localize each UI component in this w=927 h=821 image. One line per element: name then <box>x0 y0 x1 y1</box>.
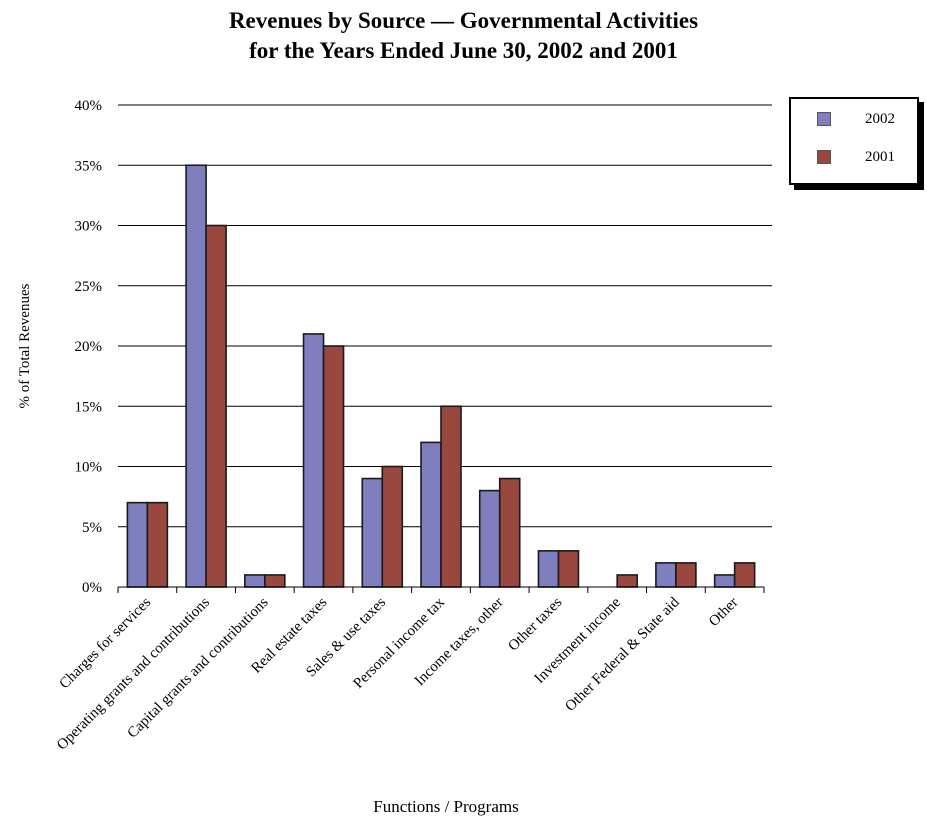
x-tick-label: Other Federal & State aid <box>562 594 683 715</box>
legend: 2002 2001 <box>789 97 919 185</box>
legend-swatch-2002 <box>817 112 831 126</box>
bar-2002 <box>244 574 266 588</box>
y-tick-label: 0% <box>82 580 102 596</box>
bar-2002 <box>361 477 384 588</box>
bar-2001 <box>146 501 169 588</box>
bar-2001 <box>381 465 404 588</box>
bars <box>126 164 756 588</box>
y-tick-label: 25% <box>75 279 103 295</box>
bar-2001 <box>205 224 227 588</box>
bar-2001 <box>616 574 638 588</box>
bar-2001 <box>264 574 286 588</box>
bar-2001 <box>322 345 345 588</box>
x-tick-label: Other taxes <box>505 594 565 654</box>
y-tick-label: 30% <box>75 219 103 235</box>
bar-2001 <box>440 405 462 588</box>
bar-2002 <box>478 489 501 588</box>
y-tick-label: 35% <box>75 158 103 174</box>
y-tick-label: 15% <box>75 399 103 415</box>
legend-swatch-2001 <box>817 150 831 164</box>
y-tick-label: 5% <box>82 520 102 536</box>
legend-label-2002: 2002 <box>865 110 895 127</box>
bar-2002 <box>713 574 736 588</box>
bar-2002 <box>420 441 442 588</box>
y-tick-label: 40% <box>75 98 103 114</box>
bar-2002 <box>302 333 325 588</box>
bar-2001 <box>557 550 580 588</box>
bar-2001 <box>675 562 697 588</box>
bar-2001 <box>733 562 756 588</box>
bar-2002 <box>655 562 677 588</box>
y-axis-label: % of Total Revenues <box>17 283 33 408</box>
x-tick-label: Other <box>706 595 741 630</box>
y-tick-labels: 0% 5% 10% 15% 20% 25% 30% 35% 40% <box>75 98 103 596</box>
axes <box>117 586 765 593</box>
chart-title: Revenues by Source — Governmental Activi… <box>0 6 927 66</box>
y-tick-label: 20% <box>75 339 103 355</box>
bar-2002 <box>185 164 207 588</box>
legend-item-2002: 2002 <box>817 109 895 129</box>
bar-2002 <box>537 550 560 588</box>
legend-item-2001: 2001 <box>817 147 895 167</box>
chart-title-line-1: Revenues by Source — Governmental Activi… <box>228 8 699 33</box>
x-axis-label: Functions / Programs <box>373 797 518 816</box>
bar-2002 <box>126 501 149 588</box>
bar-2001 <box>498 477 521 588</box>
legend-label-2001: 2001 <box>865 148 895 165</box>
chart-title-line-2: for the Years Ended June 30, 2002 and 20… <box>249 38 678 63</box>
y-tick-label: 10% <box>75 460 103 476</box>
